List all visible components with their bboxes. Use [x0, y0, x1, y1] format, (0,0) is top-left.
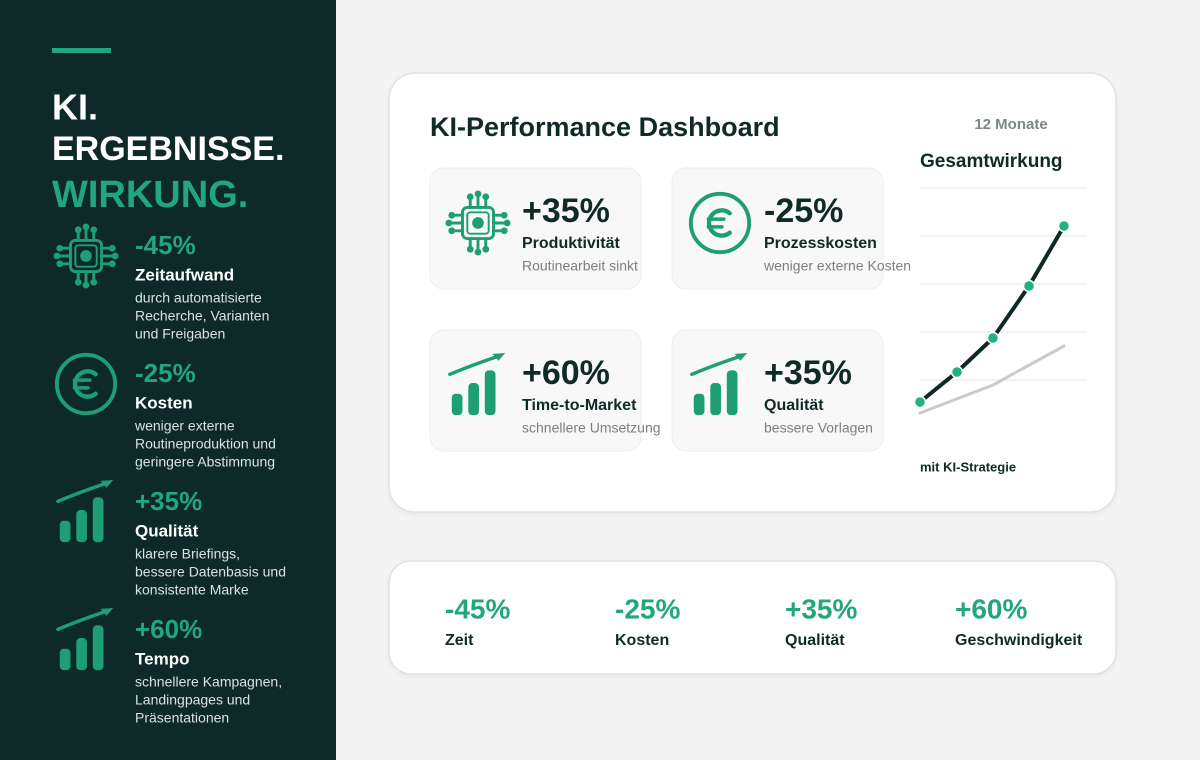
item-label: Zeitaufwand	[135, 265, 234, 284]
item-description: weniger externe	[134, 418, 235, 434]
tile-note: bessere Vorlagen	[764, 420, 873, 436]
item-description: schnellere Kampagnen,	[135, 674, 282, 690]
item-description: geringere Abstimmung	[135, 454, 275, 470]
chart-caption: mit KI-Strategie	[920, 459, 1016, 474]
accent-bar	[52, 48, 111, 53]
tile-label: Produktivität	[522, 235, 620, 252]
summary-label: Zeit	[445, 632, 474, 649]
tile-label: Prozesskosten	[764, 235, 877, 252]
tile-note: weniger externe Kosten	[763, 258, 911, 274]
item-label: Qualität	[135, 521, 199, 540]
tile-note: schnellere Umsetzung	[522, 420, 661, 436]
item-description: Landingpages und	[135, 692, 250, 708]
item-value: +35%	[135, 486, 202, 516]
item-value: +60%	[135, 614, 202, 644]
item-description: durch automatisierte	[135, 290, 262, 306]
sidebar-title-line: ERGEBNISSE.	[52, 130, 284, 168]
tile-label: Qualität	[764, 397, 824, 414]
summary-value: -45%	[445, 593, 510, 624]
kpi-tile	[671, 167, 884, 290]
tile-value: +35%	[522, 192, 610, 230]
tile-note: Routinearbeit sinkt	[522, 258, 638, 274]
trend-point	[986, 331, 1000, 345]
item-description: bessere Datenbasis und	[135, 564, 286, 580]
summary-label: Geschwindigkeit	[955, 632, 1083, 649]
item-description: Routineproduktion und	[135, 436, 276, 452]
summary-value: -25%	[615, 593, 680, 624]
item-description: und Freigaben	[135, 326, 225, 342]
item-description: Recherche, Varianten	[135, 308, 269, 324]
item-description: klarere Briefings,	[135, 546, 240, 562]
summary-label: Kosten	[615, 632, 669, 649]
summary-card	[388, 560, 1117, 675]
chart-period: 12 Monate	[974, 116, 1047, 133]
tile-value: +35%	[764, 354, 852, 392]
trend-point	[1022, 279, 1036, 293]
dashboard-title: KI-Performance Dashboard	[430, 112, 780, 142]
chart-title: Gesamtwirkung	[920, 151, 1063, 172]
trend-point	[950, 365, 964, 379]
item-value: -25%	[135, 358, 196, 388]
baseline-trend	[918, 344, 1066, 415]
trend-point	[1057, 219, 1071, 233]
item-value: -45%	[135, 230, 196, 260]
summary-value: +35%	[785, 593, 857, 624]
item-label: Tempo	[135, 649, 189, 668]
summary-label: Qualität	[785, 632, 845, 649]
trend-chart	[913, 187, 1087, 415]
tile-label: Time-to-Market	[522, 397, 637, 414]
sidebar-title-line: KI.	[52, 87, 98, 128]
trend-point	[913, 395, 927, 409]
item-description: Präsentationen	[135, 710, 229, 726]
sidebar-title-line: WIRKUNG.	[52, 174, 248, 216]
tile-value: -25%	[764, 192, 843, 230]
summary-value: +60%	[955, 593, 1027, 624]
item-label: Kosten	[135, 393, 193, 412]
tile-value: +60%	[522, 354, 610, 392]
item-description: konsistente Marke	[135, 582, 249, 598]
